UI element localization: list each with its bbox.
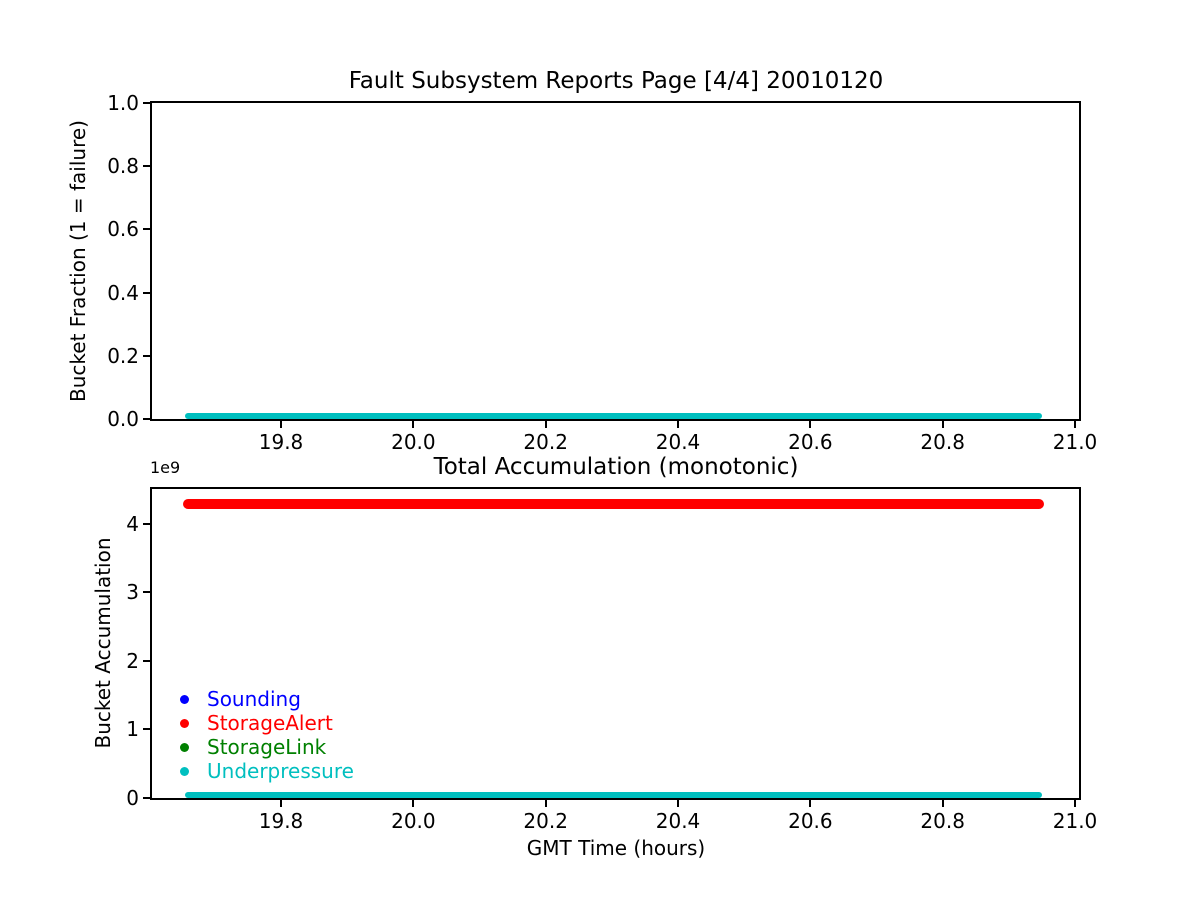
x-tick-mark [280, 421, 283, 428]
bottom-plot-area [150, 487, 1081, 800]
bottom-chart-title: Total Accumulation (monotonic) [433, 454, 799, 480]
x-tick-label: 20.0 [391, 430, 436, 454]
y-tick-label: 1.0 [107, 91, 139, 115]
x-axis-label: GMT Time (hours) [526, 836, 706, 860]
y-tick-label: 1 [126, 717, 139, 742]
x-tick-label: 20.8 [920, 430, 965, 454]
y-axis-offset-text: 1e9 [150, 458, 181, 477]
x-tick-mark [280, 800, 283, 807]
x-tick-mark [544, 800, 547, 807]
y-tick-label: 0.2 [107, 343, 139, 368]
y-tick-label: 3 [126, 580, 139, 605]
x-tick-label: 21.0 [1052, 809, 1098, 833]
y-tick-mark [143, 165, 150, 168]
y-tick-mark [143, 228, 150, 231]
x-tick-label: 20.4 [655, 809, 701, 833]
x-tick-mark [1074, 800, 1077, 807]
legend-label: StorageLink [207, 735, 327, 759]
x-tick-mark [544, 421, 547, 428]
x-tick-label: 19.8 [258, 809, 304, 833]
y-tick-label: 2 [126, 648, 139, 673]
x-tick-mark [809, 800, 812, 807]
y-tick-mark [143, 728, 150, 731]
y-tick-label: 0.6 [107, 217, 139, 242]
y-tick-mark [143, 354, 150, 357]
x-tick-mark [412, 800, 415, 807]
y-tick-label: 4 [126, 511, 139, 536]
legend-marker-icon [180, 766, 189, 776]
x-tick-label: 20.2 [523, 809, 568, 833]
y-tick-mark [143, 102, 150, 104]
legend-item: Sounding [180, 687, 301, 711]
legend-marker-icon [180, 694, 189, 704]
legend-item: StorageAlert [180, 711, 333, 735]
y-tick-label: 0.0 [107, 407, 139, 431]
x-tick-label: 20.6 [788, 430, 833, 454]
x-tick-mark [809, 421, 812, 428]
y-tick-mark [143, 522, 150, 525]
top-plot-area [150, 101, 1081, 421]
x-tick-label: 20.8 [920, 809, 965, 833]
legend-label: StorageAlert [207, 711, 333, 735]
series-line-underpressure [185, 413, 1042, 419]
legend-label: Underpressure [207, 759, 354, 783]
y-tick-mark [143, 659, 150, 662]
x-tick-mark [1074, 421, 1077, 428]
y-tick-label: 0 [126, 786, 139, 810]
legend-item: StorageLink [180, 735, 326, 759]
y-tick-mark [143, 418, 150, 420]
legend-marker-icon [180, 718, 189, 728]
y-tick-mark [143, 291, 150, 294]
x-tick-label: 20.0 [391, 809, 436, 833]
legend-item: Underpressure [180, 759, 354, 783]
x-tick-mark [941, 800, 944, 807]
x-tick-label: 21.0 [1052, 430, 1098, 454]
x-tick-mark [677, 421, 680, 428]
x-tick-label: 20.6 [788, 809, 833, 833]
y-tick-label: 0.8 [107, 154, 139, 179]
top-chart-title: Fault Subsystem Reports Page [4/4] 20010… [348, 68, 884, 94]
x-tick-mark [677, 800, 680, 807]
series-line-storagealert [183, 498, 1044, 509]
x-tick-mark [941, 421, 944, 428]
x-tick-label: 19.8 [258, 430, 304, 454]
y-tick-label: 0.4 [107, 280, 139, 305]
x-tick-label: 20.4 [655, 430, 701, 454]
x-tick-label: 20.2 [523, 430, 568, 454]
y-tick-mark [143, 591, 150, 594]
y-tick-mark [143, 797, 150, 799]
legend-label: Sounding [207, 687, 301, 711]
x-tick-mark [412, 421, 415, 428]
legend-marker-icon [180, 742, 189, 752]
series-line-underpressure [185, 792, 1042, 798]
